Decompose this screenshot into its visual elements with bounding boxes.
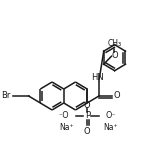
Text: O⁻: O⁻ [106,112,116,120]
Text: O: O [84,100,91,110]
Text: Na⁺: Na⁺ [103,122,118,132]
Text: Na⁺: Na⁺ [60,122,74,132]
Text: O: O [111,51,118,60]
Text: ⁻O: ⁻O [58,112,69,120]
Text: Br: Br [1,92,10,100]
Text: O: O [84,128,91,136]
Text: P: P [85,112,90,120]
Text: CH₃: CH₃ [107,39,121,48]
Text: O: O [114,92,121,100]
Text: HN: HN [92,72,104,82]
